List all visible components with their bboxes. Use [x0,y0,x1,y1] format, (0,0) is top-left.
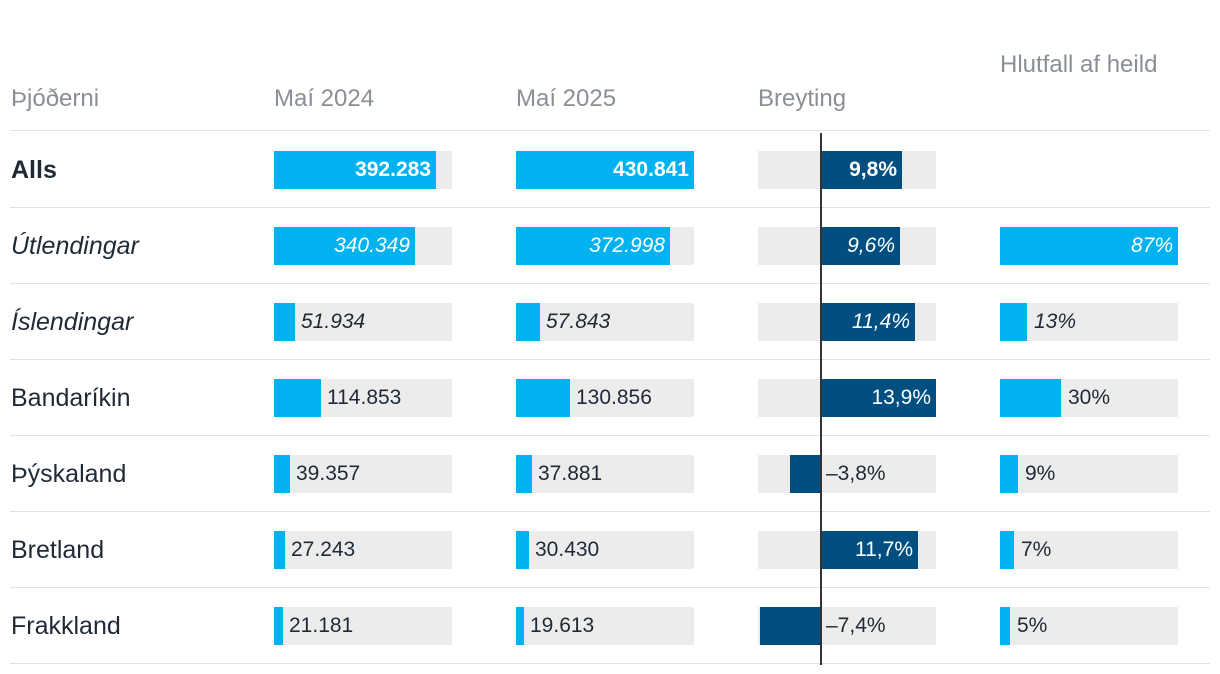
row-separator [10,511,1210,512]
change-value-label: 11,7% [855,531,913,569]
may2025-bar [516,303,540,341]
may2024-bar-track: 114.853 [274,379,452,417]
may2024-bar-track: 340.349 [274,227,452,265]
share-bar-track: 87% [1000,227,1178,265]
may2025-value-label: 19.613 [530,607,594,645]
may2025-value-label: 57.843 [546,303,610,341]
header-may-2025: Maí 2025 [516,82,616,116]
share-bar [1000,379,1061,417]
chart-table: Þjóðerni Maí 2024 Maí 2025 Breyting Hlut… [0,0,1220,674]
may2024-bar-track: 21.181 [274,607,452,645]
row-separator [10,435,1210,436]
may2025-value-label: 430.841 [613,151,689,189]
may2025-value-label: 372.998 [589,227,665,265]
header-nationality: Þjóðerni [11,82,99,116]
may2024-value-label: 27.243 [291,531,355,569]
share-value-label: 30% [1068,379,1110,417]
may2025-bar-track: 19.613 [516,607,694,645]
change-bar-track: –7,4% [758,607,936,645]
share-bar-track: 5% [1000,607,1178,645]
change-bar-track: 13,9% [758,379,936,417]
change-bar-track: 9,6% [758,227,936,265]
header-share: Hlutfall af heild [1000,48,1170,82]
may2025-value-label: 37.881 [538,455,602,493]
may2024-bar-track: 51.934 [274,303,452,341]
share-bar-track: 9% [1000,455,1178,493]
change-value-label: 11,4% [852,303,910,341]
may2025-bar-track: 130.856 [516,379,694,417]
row-separator [10,587,1210,588]
may2024-bar [274,455,290,493]
may2024-bar [274,607,283,645]
row-separator [10,359,1210,360]
change-value-label: 9,6% [847,227,895,265]
may2025-value-label: 130.856 [576,379,652,417]
may2025-bar [516,455,532,493]
change-value-label: 9,8% [849,151,897,189]
may2025-bar-track: 37.881 [516,455,694,493]
row-label: Þýskaland [11,455,126,493]
may2025-bar-track: 372.998 [516,227,694,265]
may2024-value-label: 39.357 [296,455,360,493]
row-label: Bretland [11,531,104,569]
may2024-bar-track: 392.283 [274,151,452,189]
share-bar-track: 7% [1000,531,1178,569]
may2025-bar [516,379,570,417]
row-label: Bandaríkin [11,379,131,417]
change-bar-track: –3,8% [758,455,936,493]
share-value-label: 7% [1021,531,1051,569]
share-bar [1000,303,1027,341]
row-separator [10,663,1210,664]
may2025-value-label: 30.430 [535,531,599,569]
change-bar [760,607,821,645]
may2025-bar-track: 57.843 [516,303,694,341]
share-bar [1000,455,1018,493]
share-bar [1000,531,1014,569]
change-zero-line [820,133,822,665]
may2024-bar-track: 39.357 [274,455,452,493]
row-separator [10,283,1210,284]
share-value-label: 9% [1025,455,1055,493]
may2025-bar-track: 430.841 [516,151,694,189]
share-value-label: 13% [1034,303,1076,341]
may2024-value-label: 51.934 [301,303,365,341]
may2024-bar-track: 27.243 [274,531,452,569]
share-bar-track: 13% [1000,303,1178,341]
may2024-bar [274,531,285,569]
row-label: Alls [11,151,57,189]
header-may-2024: Maí 2024 [274,82,374,116]
may2024-bar [274,303,295,341]
may2024-bar [274,379,321,417]
share-value-label: 87% [1131,227,1173,265]
share-value-label: 5% [1017,607,1047,645]
change-value-label: 13,9% [871,379,931,417]
may2025-bar [516,607,524,645]
change-bar-track: 9,8% [758,151,936,189]
change-bar-track: 11,4% [758,303,936,341]
row-label: Útlendingar [11,227,139,265]
change-bar-track: 11,7% [758,531,936,569]
share-bar [1000,607,1010,645]
change-value-label: –7,4% [826,607,886,645]
may2024-value-label: 114.853 [327,379,401,417]
row-label: Íslendingar [11,303,133,341]
change-bar [790,455,821,493]
may2025-bar-track: 30.430 [516,531,694,569]
may2024-value-label: 392.283 [355,151,431,189]
may2024-value-label: 340.349 [334,227,410,265]
row-label: Frakkland [11,607,121,645]
header-separator [10,130,1210,131]
may2024-value-label: 21.181 [289,607,353,645]
may2025-bar [516,531,529,569]
header-change: Breyting [758,82,846,116]
share-bar-track: 30% [1000,379,1178,417]
change-value-label: –3,8% [826,455,886,493]
row-separator [10,207,1210,208]
